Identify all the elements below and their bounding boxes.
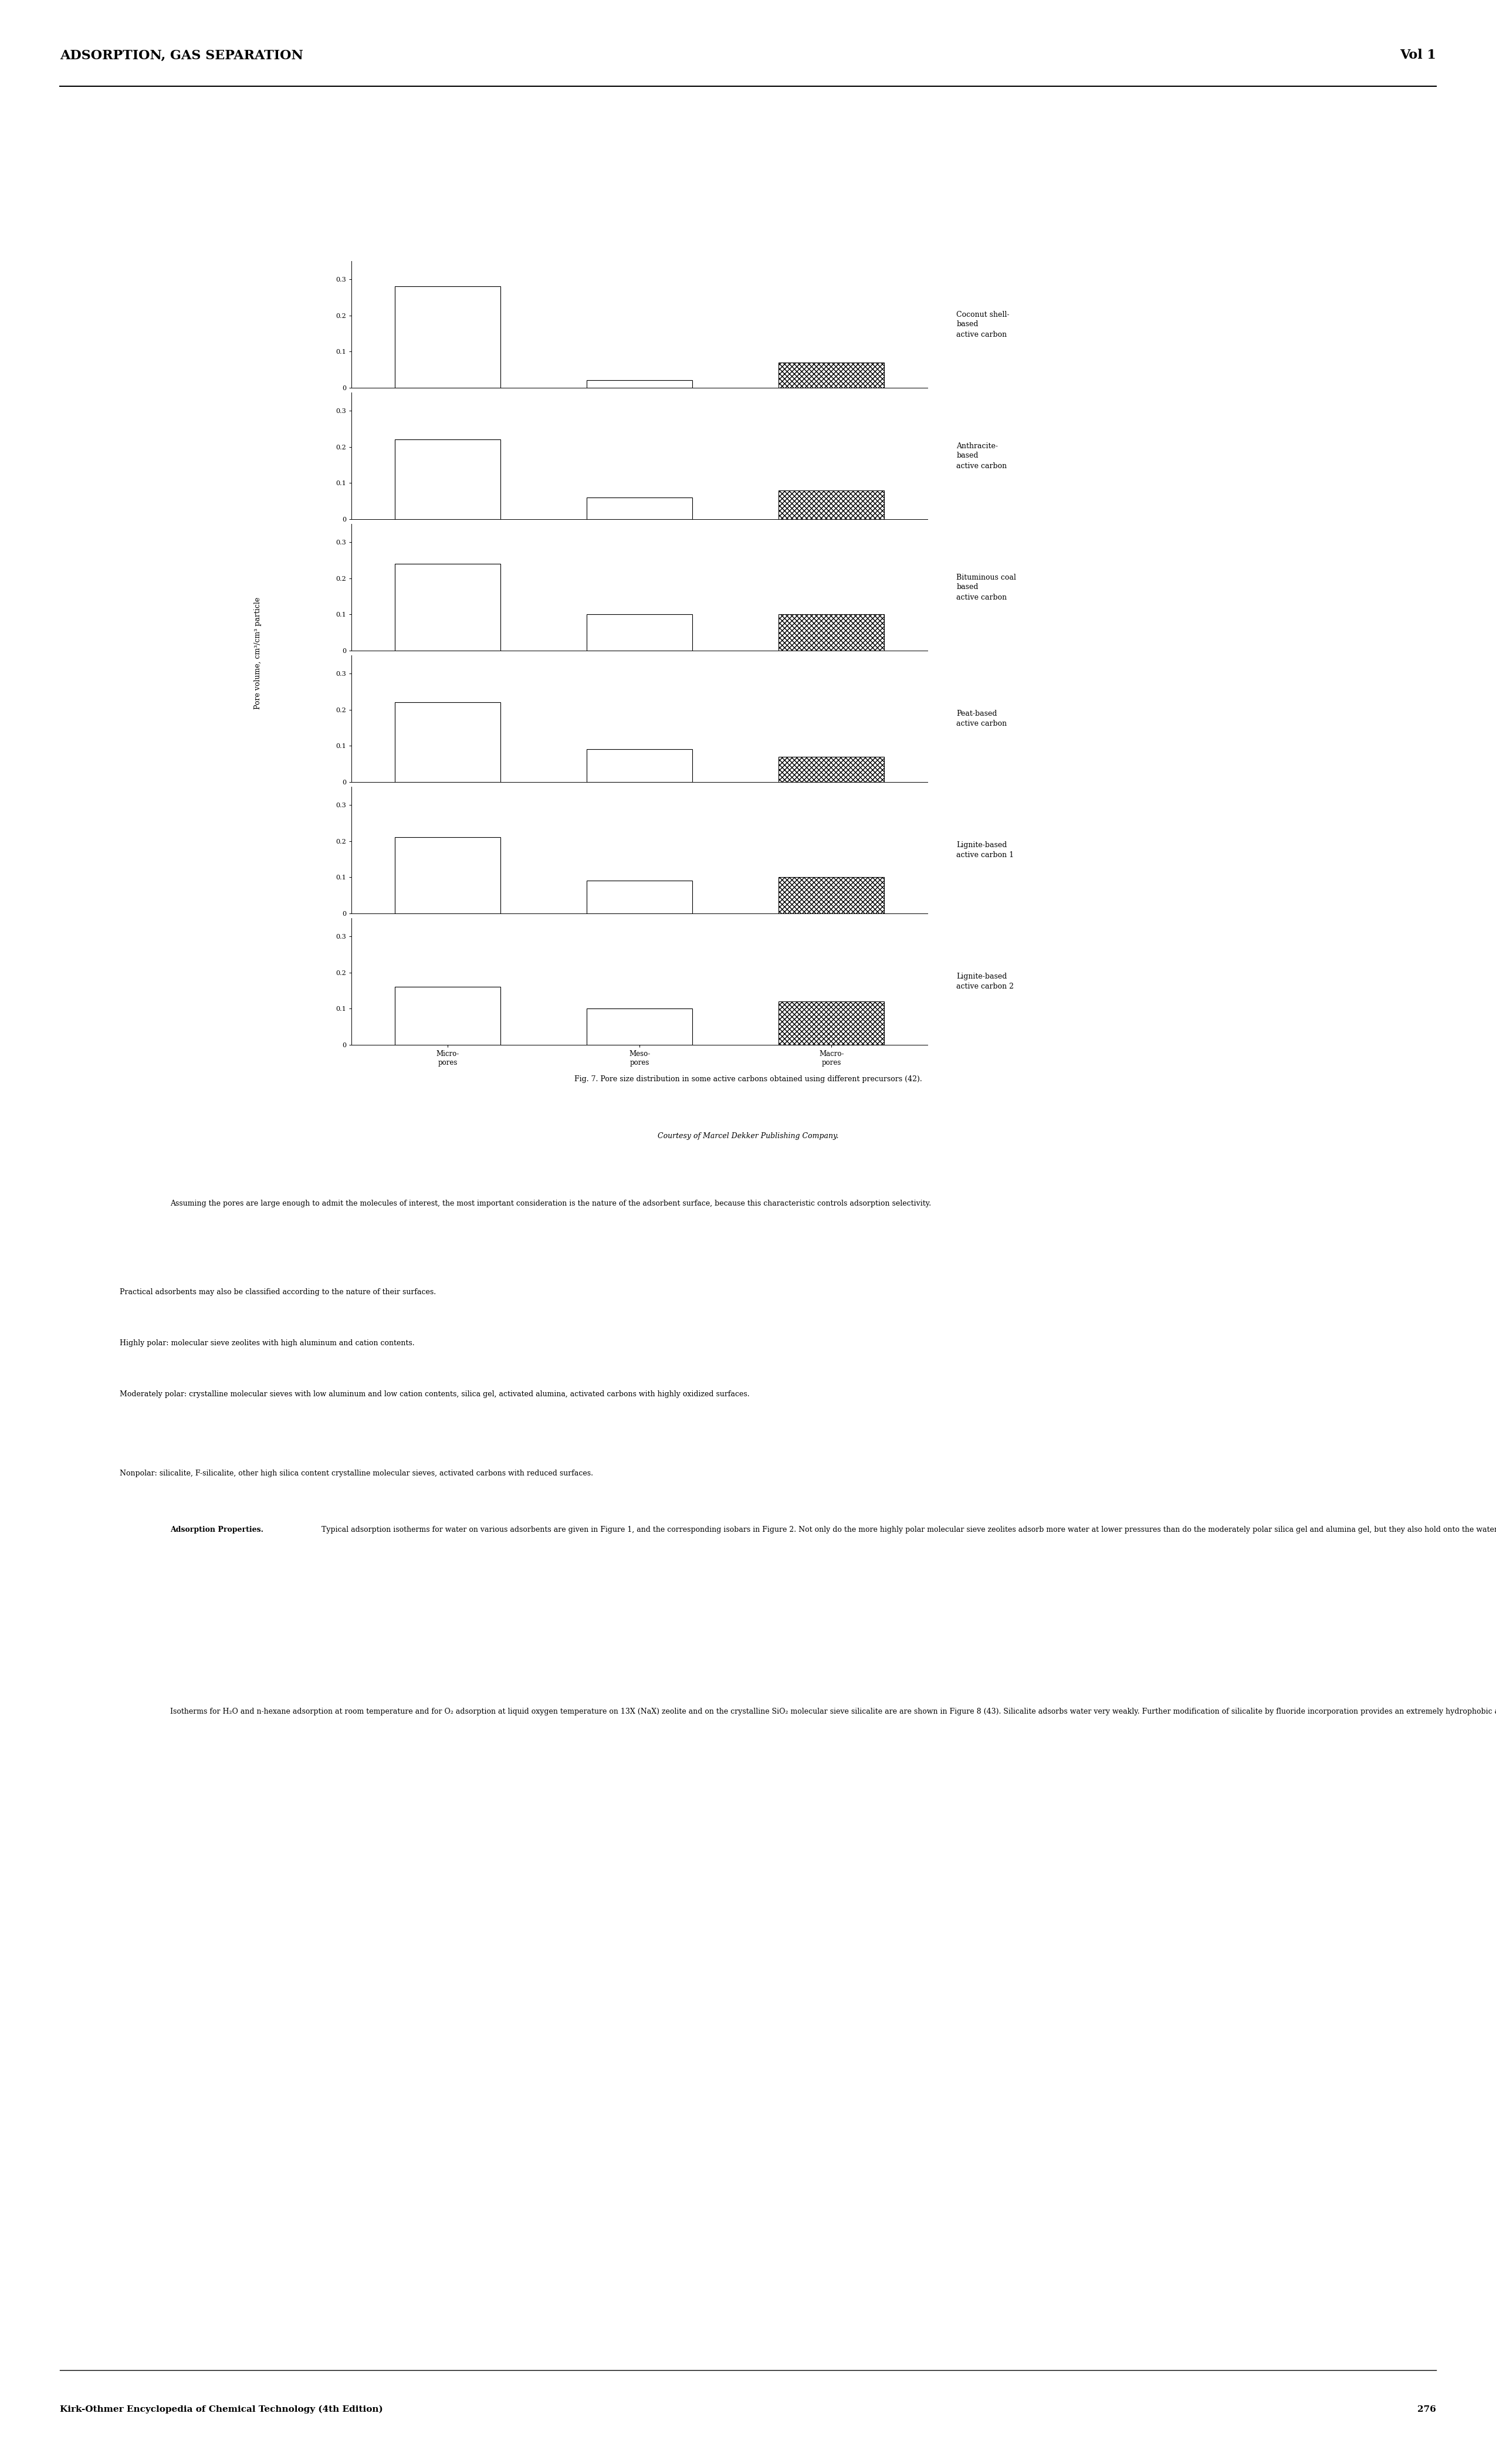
- Text: 276: 276: [1418, 2405, 1436, 2415]
- Text: Adsorption Properties.: Adsorption Properties.: [171, 1525, 263, 1533]
- Text: ADSORPTION, GAS SEPARATION: ADSORPTION, GAS SEPARATION: [60, 49, 304, 62]
- Bar: [395, 702, 500, 781]
- Bar: [395, 988, 500, 1045]
- Bar: [779, 362, 884, 387]
- Text: Nonpolar: silicalite, F-silicalite, other high silica content crystalline molecu: Nonpolar: silicalite, F-silicalite, othe…: [120, 1469, 592, 1476]
- Bar: [395, 838, 500, 914]
- Bar: [586, 1008, 693, 1045]
- Text: Peat-based
active carbon: Peat-based active carbon: [956, 710, 1007, 727]
- Text: Assuming the pores are large enough to admit the molecules of interest, the most: Assuming the pores are large enough to a…: [171, 1200, 931, 1207]
- Bar: [779, 1000, 884, 1045]
- Text: Anthracite-
based
active carbon: Anthracite- based active carbon: [956, 441, 1007, 471]
- Text: Bituminous coal
based
active carbon: Bituminous coal based active carbon: [956, 574, 1016, 601]
- Text: Courtesy of Marcel Dekker Publishing Company.: Courtesy of Marcel Dekker Publishing Com…: [658, 1131, 838, 1141]
- Bar: [586, 498, 693, 520]
- Text: Lignite-based
active carbon 1: Lignite-based active carbon 1: [956, 840, 1014, 860]
- Text: Typical adsorption isotherms for water on various adsorbents are given in Figure: Typical adsorption isotherms for water o…: [314, 1525, 1496, 1533]
- Text: Kirk-Othmer Encyclopedia of Chemical Technology (4th Edition): Kirk-Othmer Encyclopedia of Chemical Tec…: [60, 2405, 383, 2415]
- Bar: [395, 286, 500, 387]
- Bar: [586, 379, 693, 387]
- Bar: [779, 877, 884, 914]
- Text: Lignite-based
active carbon 2: Lignite-based active carbon 2: [956, 973, 1014, 991]
- Bar: [779, 490, 884, 520]
- Text: Coconut shell-
based
active carbon: Coconut shell- based active carbon: [956, 310, 1010, 338]
- Bar: [395, 564, 500, 650]
- Bar: [779, 614, 884, 650]
- Bar: [586, 880, 693, 914]
- Text: Isotherms for H₂O and n-hexane adsorption at room temperature and for O₂ adsorpt: Isotherms for H₂O and n-hexane adsorptio…: [171, 1708, 1496, 1715]
- Bar: [586, 614, 693, 650]
- Text: Moderately polar: crystalline molecular sieves with low aluminum and low cation : Moderately polar: crystalline molecular …: [120, 1390, 749, 1397]
- Bar: [779, 756, 884, 781]
- Text: Pore volume, cm³/cm³ particle: Pore volume, cm³/cm³ particle: [254, 596, 262, 710]
- Text: Practical adsorbents may also be classified according to the nature of their sur: Practical adsorbents may also be classif…: [120, 1289, 435, 1296]
- Text: Vol 1: Vol 1: [1400, 49, 1436, 62]
- Text: Fig. 7. Pore size distribution in some active carbons obtained using different p: Fig. 7. Pore size distribution in some a…: [574, 1074, 922, 1084]
- Bar: [395, 439, 500, 520]
- Text: Highly polar: molecular sieve zeolites with high aluminum and cation contents.: Highly polar: molecular sieve zeolites w…: [120, 1340, 414, 1348]
- Bar: [586, 749, 693, 781]
